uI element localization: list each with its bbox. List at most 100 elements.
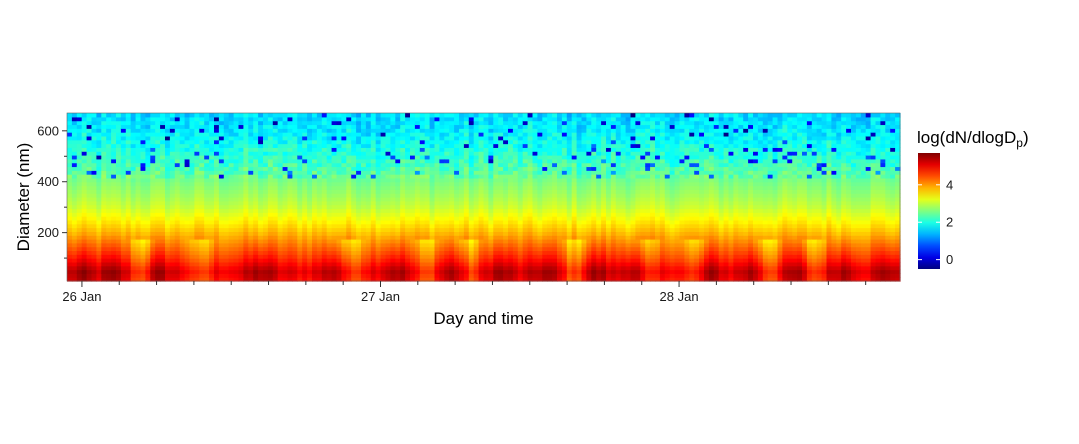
heatmap-cell <box>601 189 607 193</box>
heatmap-cell <box>131 247 137 251</box>
heatmap-cell <box>283 270 289 274</box>
heatmap-cell <box>537 189 543 193</box>
heatmap-cell <box>493 228 499 232</box>
heatmap-cell <box>248 235 254 239</box>
heatmap-cell <box>395 247 401 251</box>
heatmap-cell <box>484 113 490 117</box>
heatmap-cell <box>386 128 392 132</box>
heatmap-cell <box>258 220 264 224</box>
heatmap-cell <box>586 239 592 243</box>
heatmap-cell <box>542 239 548 243</box>
heatmap-cell <box>258 250 264 254</box>
heatmap-cell <box>67 266 73 270</box>
heatmap-cell <box>371 136 377 140</box>
heatmap-cell <box>204 121 210 125</box>
heatmap-cell <box>420 136 426 140</box>
heatmap-cell <box>439 231 445 235</box>
heatmap-cell <box>317 166 323 170</box>
heatmap-cell <box>82 151 88 155</box>
heatmap-cell <box>351 170 357 174</box>
heatmap-cell <box>557 228 563 232</box>
heatmap-cell <box>346 170 352 174</box>
heatmap-cell <box>616 254 622 258</box>
heatmap-cell <box>194 247 200 251</box>
heatmap-cell <box>219 224 225 228</box>
heatmap-cell <box>508 270 514 274</box>
heatmap-cell <box>454 151 460 155</box>
heatmap-cell <box>317 270 323 274</box>
heatmap-cell <box>307 159 313 163</box>
heatmap-cell <box>96 212 102 216</box>
heatmap-cell <box>454 140 460 144</box>
heatmap-cell <box>312 174 318 178</box>
heatmap-cell <box>606 262 612 266</box>
heatmap-cell <box>356 163 362 167</box>
heatmap-cell <box>283 163 289 167</box>
heatmap-cell <box>474 144 480 148</box>
heatmap-cell <box>552 136 558 140</box>
heatmap-cell <box>288 174 294 178</box>
heatmap-cell <box>278 174 284 178</box>
heatmap-cell <box>317 144 323 148</box>
heatmap-cell <box>488 262 494 266</box>
heatmap-cell <box>552 170 558 174</box>
heatmap-cell <box>435 113 441 117</box>
heatmap-cell <box>77 174 83 178</box>
heatmap-cell <box>518 254 524 258</box>
heatmap-cell <box>185 163 191 167</box>
heatmap-cell <box>469 128 475 132</box>
heatmap-cell <box>582 212 588 216</box>
heatmap-cell <box>82 224 88 228</box>
heatmap-cell <box>567 235 573 239</box>
heatmap-cell <box>258 174 264 178</box>
heatmap-cell <box>420 170 426 174</box>
heatmap-cell <box>126 250 132 254</box>
heatmap-cell <box>577 186 583 190</box>
heatmap-cell <box>439 121 445 125</box>
heatmap-cell <box>278 262 284 266</box>
heatmap-cell <box>234 182 240 186</box>
heatmap-cell <box>317 182 323 186</box>
heatmap-cell <box>528 258 534 262</box>
heatmap-cell <box>136 193 142 197</box>
heatmap-cell <box>150 228 156 232</box>
heatmap-cell <box>307 163 313 167</box>
heatmap-cell <box>322 224 328 228</box>
heatmap-cell <box>72 216 78 220</box>
heatmap-cell <box>557 155 563 159</box>
heatmap-cell <box>239 163 245 167</box>
heatmap-cell <box>332 117 338 121</box>
heatmap-cell <box>518 224 524 228</box>
heatmap-cell <box>508 140 514 144</box>
heatmap-cell <box>346 174 352 178</box>
heatmap-cell <box>170 147 176 151</box>
heatmap-cell <box>283 273 289 277</box>
heatmap-cell <box>508 231 514 235</box>
heatmap-cell <box>484 159 490 163</box>
heatmap-cell <box>508 121 514 125</box>
heatmap-cell <box>96 124 102 128</box>
heatmap-cell <box>96 159 102 163</box>
heatmap-cell <box>234 124 240 128</box>
heatmap-cell <box>542 216 548 220</box>
heatmap-cell <box>341 166 347 170</box>
heatmap-cell <box>106 197 112 201</box>
heatmap-cell <box>498 163 504 167</box>
heatmap-cell <box>503 155 509 159</box>
heatmap-cell <box>371 216 377 220</box>
heatmap-cell <box>484 231 490 235</box>
heatmap-cell <box>243 121 249 125</box>
heatmap-cell <box>185 132 191 136</box>
heatmap-cell <box>523 266 529 270</box>
heatmap-cell <box>160 262 166 266</box>
heatmap-cell <box>572 186 578 190</box>
heatmap-cell <box>474 205 480 209</box>
heatmap-cell <box>214 243 220 247</box>
heatmap-cell <box>542 147 548 151</box>
heatmap-cell <box>371 193 377 197</box>
heatmap-cell <box>332 258 338 262</box>
heatmap-cell <box>361 239 367 243</box>
heatmap-cell <box>542 254 548 258</box>
heatmap-cell <box>390 186 396 190</box>
heatmap-cell <box>439 144 445 148</box>
